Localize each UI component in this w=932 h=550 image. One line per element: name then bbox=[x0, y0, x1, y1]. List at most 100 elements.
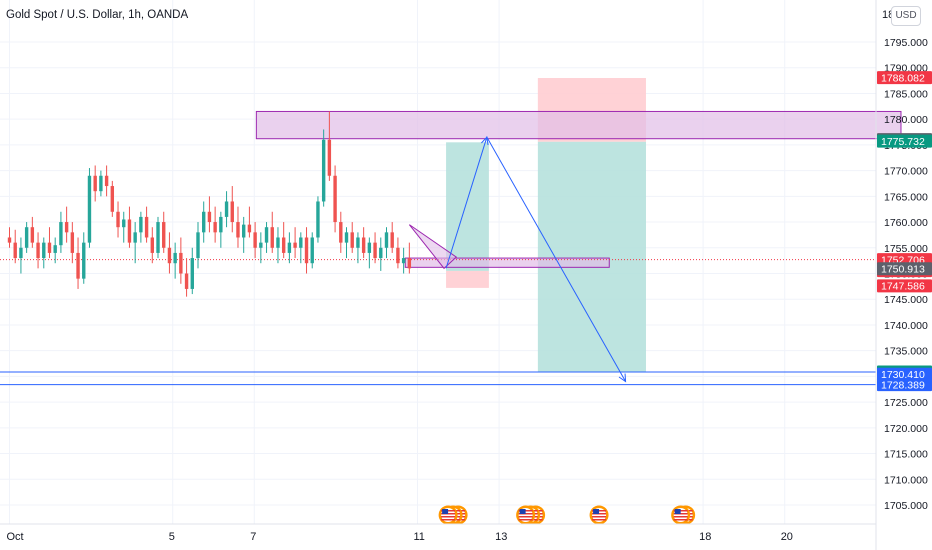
flag-canton bbox=[674, 509, 681, 514]
candle-body bbox=[207, 211, 212, 223]
price-label-bg bbox=[877, 378, 932, 392]
flag-stripe bbox=[673, 516, 688, 518]
price-label-text: 1730.410 bbox=[881, 369, 925, 381]
candle-body bbox=[230, 201, 234, 223]
x-tick-label: 18 bbox=[699, 531, 711, 543]
x-tick-label: 5 bbox=[169, 531, 175, 543]
line-drawings[interactable] bbox=[0, 135, 876, 386]
candle-body bbox=[344, 232, 349, 243]
flag-stripe bbox=[441, 516, 456, 518]
y-tick-label: 1735.000 bbox=[884, 346, 928, 358]
y-tick-label: 1765.000 bbox=[884, 191, 928, 203]
y-tick-label: 1740.000 bbox=[884, 320, 928, 332]
price-label-text: 1728.389 bbox=[881, 379, 925, 391]
candle-body bbox=[13, 242, 17, 259]
flag-stripe bbox=[441, 519, 456, 521]
candle-body bbox=[224, 201, 229, 217]
y-tick-label: 1795.000 bbox=[884, 37, 928, 49]
candle-body bbox=[7, 237, 12, 243]
us-flag-event-icon[interactable] bbox=[589, 505, 609, 525]
candle-body bbox=[127, 219, 132, 243]
candle-body bbox=[53, 245, 57, 253]
flag-stripe bbox=[592, 516, 607, 518]
price-label-bg bbox=[877, 71, 932, 85]
us-flag-event-icon[interactable] bbox=[438, 505, 458, 525]
candle-body bbox=[241, 224, 246, 238]
candle-body bbox=[384, 232, 389, 248]
candle-body bbox=[76, 252, 80, 279]
position-2-target bbox=[537, 141, 646, 373]
candle-body bbox=[259, 242, 263, 248]
candle-body bbox=[64, 222, 69, 233]
price-axis-label: 1788.082 bbox=[877, 71, 932, 84]
candle-body bbox=[316, 201, 320, 238]
candle-body bbox=[30, 227, 35, 243]
candle-body bbox=[167, 247, 172, 264]
candle-body bbox=[173, 252, 177, 264]
position-1-target bbox=[446, 142, 489, 271]
candle-body bbox=[373, 242, 377, 259]
y-tick-label: 1715.000 bbox=[884, 449, 928, 461]
candle-body bbox=[70, 232, 75, 253]
price-axis-label: 1750.913 bbox=[877, 262, 932, 276]
price-label-text: 1747.586 bbox=[881, 281, 925, 293]
y-tick-label: 1760.000 bbox=[884, 217, 928, 229]
candle-body bbox=[219, 216, 223, 233]
price-axis-label: 1775.732 bbox=[877, 134, 932, 148]
grid-lines bbox=[0, 0, 876, 524]
candle-body bbox=[390, 232, 394, 248]
candle-body bbox=[401, 258, 406, 264]
price-label-text: 1775.732 bbox=[881, 136, 925, 148]
candle-body bbox=[361, 237, 366, 253]
flag-canton bbox=[593, 509, 600, 514]
x-tick-label: Oct bbox=[7, 531, 24, 543]
candle-body bbox=[99, 175, 103, 192]
candle-body bbox=[253, 232, 257, 248]
flag-canton bbox=[442, 509, 449, 514]
price-label-bg bbox=[877, 279, 932, 293]
candle-body bbox=[116, 211, 120, 228]
candle-body bbox=[24, 227, 29, 248]
y-tick-label: 1720.000 bbox=[884, 423, 928, 435]
economic-events[interactable] bbox=[438, 505, 696, 525]
y-tick-label: 1705.000 bbox=[884, 500, 928, 512]
price-label-bg bbox=[877, 134, 932, 148]
candle-body bbox=[350, 232, 354, 248]
candle-series bbox=[7, 111, 412, 297]
candle-body bbox=[356, 237, 360, 248]
resistance-zone bbox=[255, 110, 902, 140]
candle-body bbox=[213, 222, 217, 233]
candle-body bbox=[264, 227, 269, 243]
flag-stripe bbox=[673, 519, 688, 521]
price-axis-label: 1747.586 bbox=[877, 279, 932, 293]
us-flag-event-icon[interactable] bbox=[516, 505, 536, 525]
candle-body bbox=[236, 222, 240, 238]
candle-body bbox=[93, 175, 97, 192]
currency-badge[interactable]: USD bbox=[891, 6, 921, 26]
x-tick-label: 7 bbox=[250, 531, 256, 543]
candle-body bbox=[36, 242, 40, 259]
candle-body bbox=[396, 247, 400, 264]
candle-body bbox=[47, 242, 52, 253]
price-labels: 1788.0821776.0211775.7321752.70615:46175… bbox=[877, 71, 932, 391]
y-tick-label: 1785.000 bbox=[884, 88, 928, 100]
candle-body bbox=[287, 242, 292, 253]
flag-stripe bbox=[518, 516, 533, 518]
x-tick-label: 20 bbox=[781, 531, 793, 543]
candle-body bbox=[150, 237, 154, 253]
x-tick-label: 13 bbox=[495, 531, 507, 543]
candle-body bbox=[202, 211, 206, 233]
zone-drawings[interactable] bbox=[0, 110, 902, 268]
symbol-title[interactable]: Gold Spot / U.S. Dollar, 1h, OANDA bbox=[6, 9, 189, 21]
candle-body bbox=[110, 186, 115, 212]
candle-body bbox=[247, 224, 252, 233]
us-flag-event-icon[interactable] bbox=[671, 505, 691, 525]
candle-body bbox=[144, 216, 149, 238]
flag-stripe bbox=[518, 519, 533, 521]
candle-body bbox=[42, 242, 46, 259]
y-tick-label: 1780.000 bbox=[884, 114, 928, 126]
candle-body bbox=[293, 242, 297, 248]
candle-body bbox=[162, 222, 166, 248]
candle-body bbox=[133, 232, 137, 243]
